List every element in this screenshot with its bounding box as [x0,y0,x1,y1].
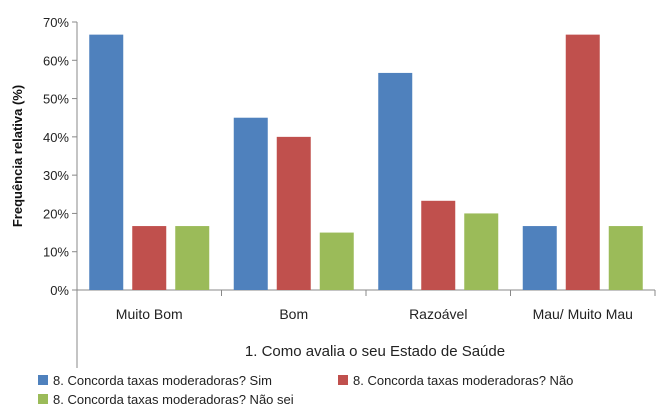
bar [132,226,167,290]
bar [565,34,600,291]
legend-label: 8. Concorda taxas moderadoras? Sim [53,373,272,388]
legend: 8. Concorda taxas moderadoras? Sim 8. Con… [38,373,573,407]
x-axis-title: 1. Como avalia o seu Estado de Saúde [245,343,505,360]
bars [76,34,656,368]
bar [522,226,557,290]
bar [608,226,643,290]
legend-label: 8. Concorda taxas moderadoras? Não [353,373,573,388]
category-label: Muito Bom [116,306,183,322]
category-label: Razoável [409,306,467,322]
category-label: Mau/ Muito Mau [533,306,633,322]
category-labels: Muito Bom Bom Razoável Mau/ Muito Mau [116,306,633,322]
bar [89,34,124,291]
y-tick-label: 40% [43,130,69,145]
legend-label: 8. Concorda taxas moderadoras? Não sei [53,392,294,407]
legend-swatch [38,375,48,385]
y-tick-label: 50% [43,92,69,107]
bar [464,213,499,290]
bar [175,226,210,290]
bar [319,232,354,290]
legend-swatch [38,394,48,404]
bar [421,200,456,290]
y-tick-label: 0% [50,283,69,298]
bar [378,72,413,290]
y-tick-label: 10% [43,245,69,260]
bar [276,136,311,290]
bar [233,117,268,290]
y-tick-label: 60% [43,53,69,68]
y-tick-label: 70% [43,15,69,30]
category-label: Bom [279,306,308,322]
y-tick-label: 20% [43,206,69,221]
y-axis-title: Frequência relativa (%) [10,85,25,227]
y-axis-ticks: 0% 10% 20% 30% 40% 50% 60% 70% [43,15,77,298]
legend-swatch [338,375,348,385]
y-tick-label: 30% [43,168,69,183]
